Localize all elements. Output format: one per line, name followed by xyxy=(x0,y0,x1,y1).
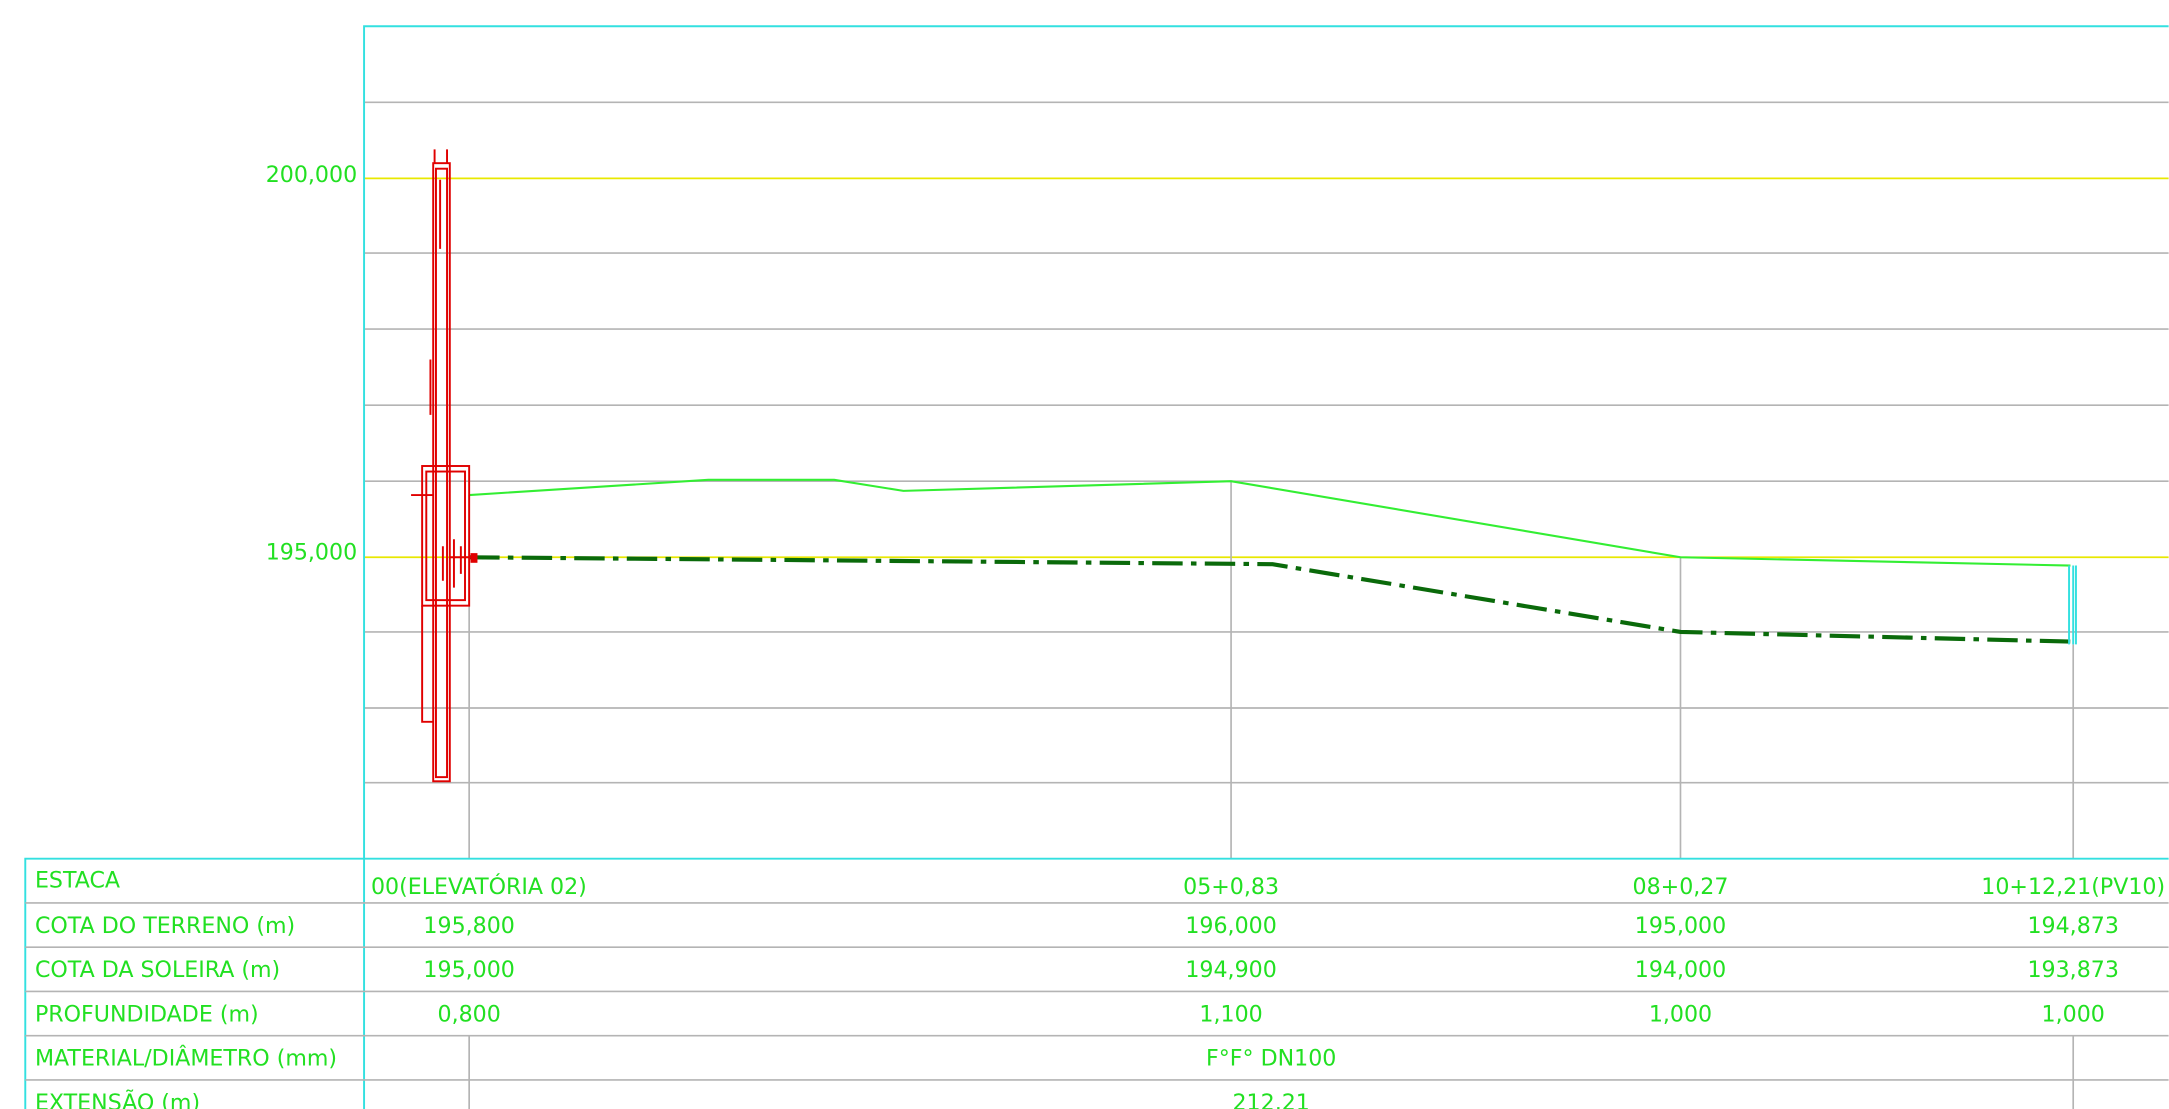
cell: 193,873 xyxy=(2027,957,2118,983)
level-label: 195,000 xyxy=(266,540,357,566)
pipe-line xyxy=(469,555,2071,644)
cell: 212,21 xyxy=(1232,1090,1309,1109)
cell: 0,800 xyxy=(438,1001,501,1027)
table-frame xyxy=(24,857,2169,1109)
terrain-line xyxy=(469,478,2071,567)
cell: 194,000 xyxy=(1635,957,1726,983)
table-col-line xyxy=(468,1035,2075,1109)
level-label: 200,000 xyxy=(266,162,357,188)
frame xyxy=(363,25,2169,859)
table-row-line xyxy=(25,902,2169,1081)
outlet xyxy=(470,553,478,563)
cell: 196,000 xyxy=(1185,913,1276,939)
row-label: EXTENSÃO (m) xyxy=(35,1088,200,1109)
cell: 195,000 xyxy=(423,957,514,983)
cell: 195,000 xyxy=(1635,913,1726,939)
cell: 00(ELEVATÓRIA 02) xyxy=(371,872,587,900)
manhole xyxy=(2068,565,2077,645)
row-label: COTA DA SOLEIRA (m) xyxy=(35,957,280,983)
row-label: MATERIAL/DIÂMETRO (mm) xyxy=(35,1044,337,1072)
cell: 10+12,21(PV10) xyxy=(1981,874,2165,900)
cell: 194,873 xyxy=(2027,913,2118,939)
shaft-inner xyxy=(435,167,449,779)
pump-station xyxy=(411,149,478,783)
chamber-inner xyxy=(425,470,466,602)
cell: F°F° DN100 xyxy=(1206,1046,1336,1072)
cell: 195,800 xyxy=(423,913,514,939)
row-label: ESTACA xyxy=(35,867,120,893)
row-label: PROFUNDIDADE (m) xyxy=(35,1001,259,1027)
cell: 1,000 xyxy=(1649,1001,1712,1027)
chamber xyxy=(421,465,471,607)
cell: 1,100 xyxy=(1199,1001,1262,1027)
data-table xyxy=(24,857,2169,1109)
cell: 05+0,83 xyxy=(1183,874,1279,900)
cell: 1,000 xyxy=(2042,1001,2105,1027)
grid xyxy=(364,101,2169,859)
cell: 08+0,27 xyxy=(1633,874,1729,900)
row-label: COTA DO TERRENO (m) xyxy=(35,913,295,939)
details xyxy=(411,149,478,723)
cell: 194,900 xyxy=(1185,957,1276,983)
